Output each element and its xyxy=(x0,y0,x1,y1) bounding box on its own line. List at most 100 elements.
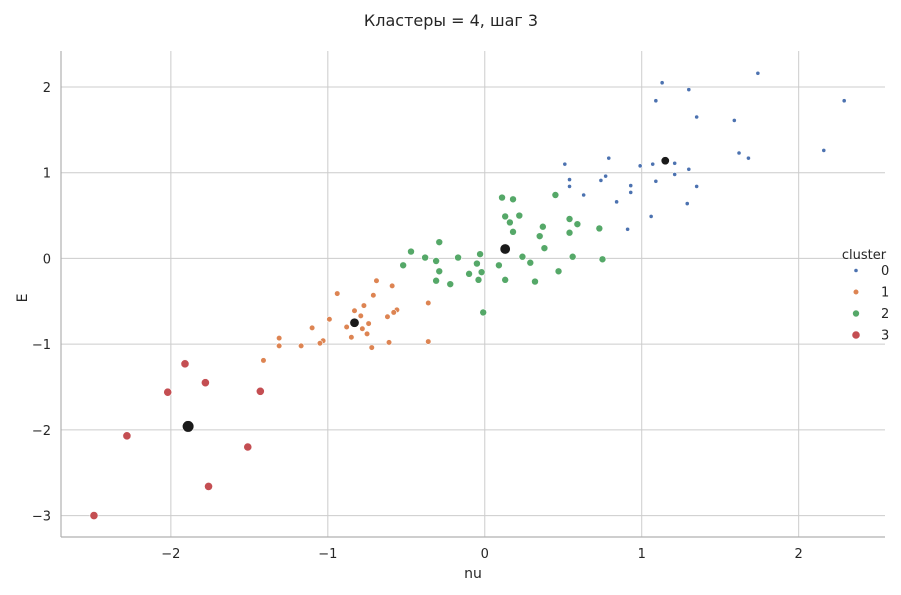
cluster-1-point xyxy=(334,290,341,297)
cluster-1-point xyxy=(348,334,355,341)
cluster-1-point xyxy=(351,307,358,314)
cluster-2-point xyxy=(399,261,407,270)
cluster-2-point xyxy=(598,255,607,264)
y-tick-label: 0 xyxy=(43,252,51,267)
cluster-0-point xyxy=(659,80,665,86)
cluster-1-point xyxy=(425,299,432,307)
cluster-1-point xyxy=(425,338,432,345)
cluster-2-point xyxy=(535,232,544,240)
x-axis-label: nu xyxy=(464,566,482,582)
cluster-0-point xyxy=(686,87,692,92)
y-tick-label: −3 xyxy=(32,510,51,525)
cluster-2-point xyxy=(506,218,514,227)
y-tick-label: 1 xyxy=(43,167,51,182)
cluster-0-point xyxy=(684,201,690,206)
cluster-0-point xyxy=(650,161,656,167)
cluster-0-point xyxy=(821,148,827,153)
cluster-3-point xyxy=(255,386,265,396)
cluster-1-point xyxy=(260,357,267,364)
cluster-2-point xyxy=(432,257,440,265)
cluster-2-point xyxy=(554,267,563,276)
cluster-2-point xyxy=(501,212,509,221)
legend-label-0: 0 xyxy=(881,264,889,279)
cluster-2-point xyxy=(495,261,503,270)
legend: cluster 0 1 2 3 xyxy=(842,248,889,344)
cluster-1-point xyxy=(368,344,375,351)
cluster-0-point xyxy=(648,214,654,219)
legend-marker-2 xyxy=(852,309,860,318)
cluster-0-point xyxy=(694,114,700,120)
cluster-2-point xyxy=(565,228,574,237)
x-tick-label: −1 xyxy=(318,547,337,562)
cluster-0-point xyxy=(653,98,659,104)
cluster-2-point xyxy=(498,193,506,202)
cluster-0-point xyxy=(841,98,847,104)
cluster-0-point xyxy=(637,163,643,169)
cluster-2-point xyxy=(515,211,524,220)
cluster-0-point xyxy=(628,190,634,195)
cluster-1-point xyxy=(384,313,391,320)
cluster-2-point xyxy=(454,253,462,262)
cluster-2-point xyxy=(509,228,517,236)
cluster-0-point xyxy=(625,226,630,232)
y-tick-label: −2 xyxy=(32,424,51,439)
cluster-0-point xyxy=(736,150,742,156)
cluster-1-point xyxy=(385,339,393,346)
cluster-0-point xyxy=(755,70,761,76)
legend-marker-1 xyxy=(852,288,860,296)
cluster-2-point xyxy=(479,308,488,317)
y-tick-label: −1 xyxy=(32,338,51,353)
cluster-3-point xyxy=(180,359,190,369)
x-tick-label: 0 xyxy=(481,547,489,562)
tick-labels: −2 −1 0 1 2 −3 −2 −1 0 1 2 xyxy=(32,81,803,562)
centroid-point xyxy=(499,243,511,255)
cluster-2-point xyxy=(501,276,509,284)
cluster-2-point xyxy=(476,250,484,258)
legend-label-2: 2 xyxy=(881,307,889,322)
cluster-0-point xyxy=(686,166,692,172)
legend-title: cluster xyxy=(842,248,887,263)
cluster-1-point xyxy=(343,323,350,331)
x-tick-label: 1 xyxy=(638,547,646,562)
y-axis-label: E xyxy=(15,294,31,303)
cluster-1-point xyxy=(316,340,324,347)
cluster-2-point xyxy=(473,259,481,268)
cluster-2-point xyxy=(421,253,429,262)
cluster-1-point xyxy=(389,282,396,289)
cluster-1-point xyxy=(390,309,397,316)
cluster-0-point xyxy=(567,184,572,189)
cluster-2-point xyxy=(551,191,560,199)
cluster-2-point xyxy=(465,270,473,278)
cluster-2-point xyxy=(595,224,604,233)
x-tick-label: −2 xyxy=(161,547,180,562)
cluster-2-point xyxy=(435,267,444,276)
cluster-2-point xyxy=(446,280,455,288)
cluster-2-point xyxy=(509,195,517,204)
x-tick-label: 2 xyxy=(795,547,803,562)
cluster-2-point xyxy=(540,244,549,252)
cluster-2-point xyxy=(531,277,539,286)
cluster-0-point xyxy=(746,155,751,161)
cluster-0-point xyxy=(567,177,572,182)
cluster-0-point xyxy=(672,172,678,177)
cluster-0-point xyxy=(603,173,609,179)
centroid-point xyxy=(660,156,670,166)
cluster-1-point xyxy=(298,342,305,349)
cluster-2-point xyxy=(573,220,582,228)
cluster-0-point xyxy=(731,118,737,123)
cluster-1-point xyxy=(373,277,380,284)
cluster-1-point xyxy=(360,302,368,309)
cluster-0-point xyxy=(628,183,634,188)
chart-title: Кластеры = 4, шаг 3 xyxy=(364,11,538,30)
cluster-1-point xyxy=(365,320,372,327)
cluster-1-point xyxy=(363,330,371,337)
cluster-3-point xyxy=(122,431,132,441)
cluster-0-point xyxy=(614,199,620,205)
cluster-0-point xyxy=(562,161,568,167)
cluster-3-point xyxy=(200,378,210,388)
cluster-2-point xyxy=(565,215,574,223)
cluster-2-point xyxy=(432,276,440,285)
centroid-point xyxy=(182,420,195,433)
cluster-3-point xyxy=(163,387,173,397)
legend-marker-3 xyxy=(851,330,861,340)
